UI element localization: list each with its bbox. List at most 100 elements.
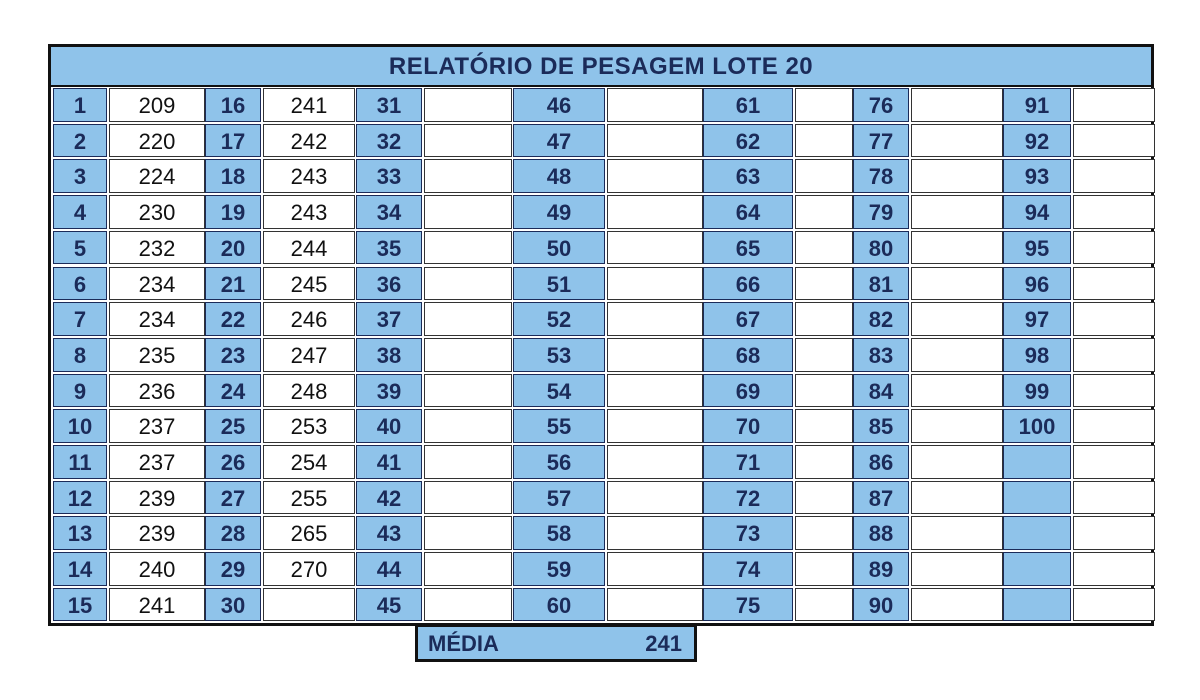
row-number-cell: 80 — [853, 230, 909, 265]
weight-value-cell — [1073, 123, 1155, 158]
weights-grid: 1 209 2 220 3 224 4 230 5 232 6 234 7 234 8 235 9 236 10 23… — [51, 87, 1155, 623]
weight-value-cell — [795, 302, 853, 336]
weight-value-cell — [1073, 409, 1155, 443]
weight-value-cell — [795, 552, 853, 586]
row-number-cell: 43 — [356, 516, 422, 551]
row-number-cell: 29 — [205, 552, 261, 586]
weight-value-cell — [424, 230, 512, 265]
weight-value-cell: 265 — [263, 516, 355, 551]
weight-value-cell — [1073, 266, 1155, 301]
row-number-cell — [1003, 552, 1071, 586]
row-number-cell: 99 — [1003, 373, 1071, 408]
row-number-cell: 1 — [53, 88, 107, 122]
weight-value-cell — [911, 123, 1003, 158]
weight-value-cell — [1073, 159, 1155, 194]
row-number-cell: 100 — [1003, 409, 1071, 443]
weight-value-cell — [1073, 88, 1155, 122]
weight-value-cell: 230 — [109, 195, 205, 229]
row-number-cell: 32 — [356, 123, 422, 158]
row-number-cell: 86 — [853, 445, 909, 479]
weight-value-cell — [424, 587, 512, 622]
weight-value-cell: 209 — [109, 88, 205, 122]
weight-value-cell: 236 — [109, 373, 205, 408]
weight-value-cell — [795, 88, 853, 122]
weight-value-cell — [911, 195, 1003, 229]
row-number-cell: 8 — [53, 337, 107, 372]
weight-value-cell — [1073, 230, 1155, 265]
row-number-cell: 74 — [703, 552, 793, 586]
weight-value-cell — [607, 195, 703, 229]
row-number-cell: 94 — [1003, 195, 1071, 229]
row-number-cell: 51 — [513, 266, 605, 301]
weight-value-cell — [607, 552, 703, 586]
weight-value-cell — [911, 88, 1003, 122]
weight-value-cell — [795, 230, 853, 265]
row-number-cell: 56 — [513, 445, 605, 479]
weight-value-cell — [424, 409, 512, 443]
weight-value-cell — [1073, 195, 1155, 229]
weight-value-cell — [424, 337, 512, 372]
row-number-cell: 3 — [53, 159, 107, 194]
weight-value-cell — [1073, 445, 1155, 479]
row-number-cell: 26 — [205, 445, 261, 479]
weight-value-cell: 247 — [263, 337, 355, 372]
row-number-cell: 85 — [853, 409, 909, 443]
weight-value-cell: 243 — [263, 159, 355, 194]
row-number-cell: 67 — [703, 302, 793, 336]
row-number-cell: 41 — [356, 445, 422, 479]
weight-value-cell — [424, 445, 512, 479]
row-number-cell: 57 — [513, 480, 605, 515]
row-number-cell: 87 — [853, 480, 909, 515]
row-number-cell: 65 — [703, 230, 793, 265]
row-number-cell: 70 — [703, 409, 793, 443]
weight-value-cell — [424, 123, 512, 158]
row-number-cell: 91 — [1003, 88, 1071, 122]
average-box: MÉDIA 241 — [415, 624, 697, 662]
row-number-cell: 54 — [513, 373, 605, 408]
weight-value-cell — [607, 266, 703, 301]
row-number-cell — [1003, 445, 1071, 479]
row-number-cell: 46 — [513, 88, 605, 122]
weight-value-cell — [1073, 587, 1155, 622]
row-number-cell: 40 — [356, 409, 422, 443]
row-number-cell: 96 — [1003, 266, 1071, 301]
row-number-cell: 9 — [53, 373, 107, 408]
weight-value-cell — [1073, 552, 1155, 586]
weight-value-cell — [795, 480, 853, 515]
row-number-cell: 33 — [356, 159, 422, 194]
row-number-cell — [1003, 587, 1071, 622]
row-number-cell: 95 — [1003, 230, 1071, 265]
row-number-cell: 24 — [205, 373, 261, 408]
weight-value-cell: 246 — [263, 302, 355, 336]
weight-value-cell: 255 — [263, 480, 355, 515]
weight-value-cell — [911, 409, 1003, 443]
row-number-cell: 37 — [356, 302, 422, 336]
weight-value-cell: 248 — [263, 373, 355, 408]
row-number-cell: 63 — [703, 159, 793, 194]
weight-value-cell — [424, 88, 512, 122]
weight-value-cell — [795, 373, 853, 408]
weight-value-cell — [795, 337, 853, 372]
weight-value-cell: 242 — [263, 123, 355, 158]
weight-value-cell — [424, 266, 512, 301]
row-number-cell: 89 — [853, 552, 909, 586]
row-number-cell: 88 — [853, 516, 909, 551]
row-number-cell: 53 — [513, 337, 605, 372]
weight-value-cell — [1073, 337, 1155, 372]
weight-value-cell — [607, 302, 703, 336]
weight-value-cell: 243 — [263, 195, 355, 229]
weight-value-cell — [607, 480, 703, 515]
weight-value-cell — [607, 159, 703, 194]
weight-value-cell — [607, 373, 703, 408]
weight-value-cell: 234 — [109, 266, 205, 301]
weight-value-cell: 220 — [109, 123, 205, 158]
row-number-cell: 66 — [703, 266, 793, 301]
row-number-cell: 64 — [703, 195, 793, 229]
row-number-cell: 18 — [205, 159, 261, 194]
weight-value-cell — [424, 302, 512, 336]
row-number-cell: 97 — [1003, 302, 1071, 336]
weight-value-cell — [424, 195, 512, 229]
weight-value-cell: 254 — [263, 445, 355, 479]
row-number-cell: 84 — [853, 373, 909, 408]
row-number-cell: 48 — [513, 159, 605, 194]
